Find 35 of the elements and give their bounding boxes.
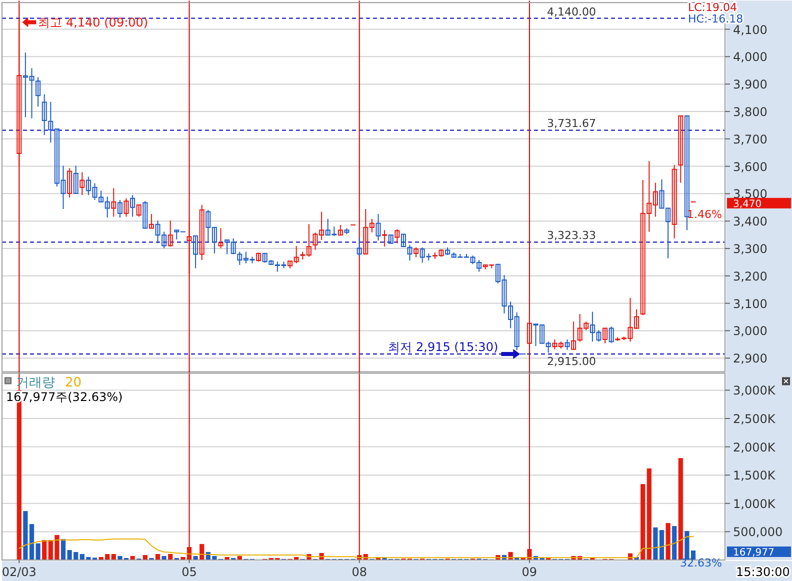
annotation: 최고 4,140 (09:00) (38, 15, 148, 30)
ref-line-label: 2,915.00 (547, 354, 596, 368)
annotation: LC:19.04 (688, 1, 738, 14)
y-tick-label: 500,000 (733, 525, 783, 540)
annotation: HC:-16.18 (688, 12, 744, 26)
y-tick-label: 3,300 (733, 242, 768, 256)
x-tick-label: 09 (522, 565, 538, 579)
y-tick-label: 3,900 (733, 78, 768, 92)
ref-line-label: 3,323.33 (547, 229, 596, 242)
ref-line-label: 4,140.00 (547, 5, 596, 18)
annotation: 최저 2,915 (15:30) (388, 340, 498, 354)
y-tick-label: 3,700 (733, 132, 768, 146)
annotation: 32.63% (680, 556, 722, 570)
x-tick-label: 08 (352, 565, 367, 579)
y-tick-label: 3,600 (733, 160, 768, 174)
y-tick-label: 1,500K (733, 468, 776, 483)
y-tick-label: 2,000K (733, 440, 776, 454)
text: 167,977 (733, 547, 774, 558)
text: 20 (65, 376, 82, 391)
ref-line-label: 3,731.67 (547, 117, 596, 130)
y-tick-label: 2,900 (733, 352, 768, 366)
y-tick-label: 3,800 (733, 104, 768, 119)
text: 3,470 (733, 198, 762, 210)
y-tick-label: 4,000 (733, 50, 768, 64)
y-tick-label: 3,100 (733, 296, 768, 311)
y-tick-label: 3,000K (733, 384, 776, 398)
y-tick-label: 4,100 (733, 22, 768, 37)
y-tick-label: 3,200 (733, 269, 768, 284)
y-tick-label: 3,000 (733, 324, 768, 338)
x-tick-label: 02/03 (2, 565, 36, 579)
y-tick-label: 2,500K (733, 412, 776, 426)
y-tick-label: 1,000K (733, 496, 776, 511)
y-tick-label: 3,400 (733, 214, 768, 229)
x-tick-label: 05 (182, 565, 197, 579)
text: 15:30:00 (736, 565, 790, 579)
